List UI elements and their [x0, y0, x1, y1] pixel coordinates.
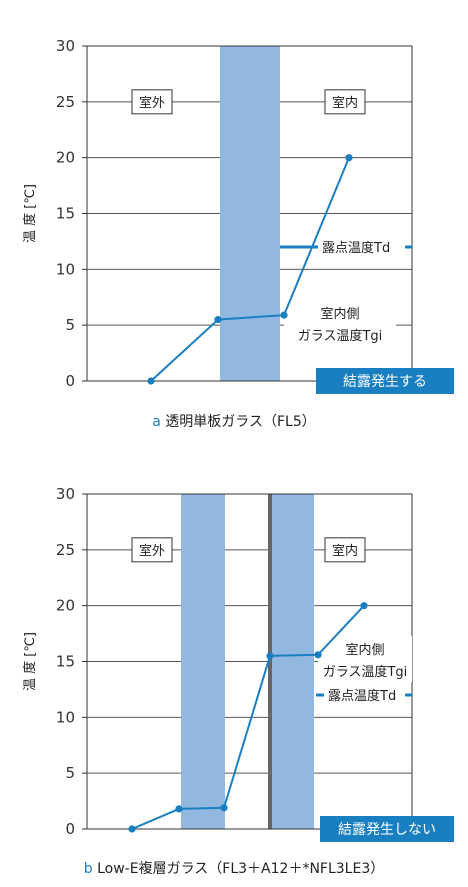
temperature-point: [360, 602, 368, 610]
temperature-point: [314, 651, 322, 659]
temperature-points: [128, 602, 368, 833]
temperature-point: [280, 311, 288, 319]
svg-text:室内側: 室内側: [345, 642, 384, 658]
result-badge: 結露発生する: [316, 368, 454, 394]
dew-point-marker: 露点温度Td: [316, 688, 412, 704]
caption-text: Low-E複層ガラス（FL3＋A12＋*NFL3LE3）: [93, 860, 385, 877]
y-tick-label: 10: [56, 260, 75, 278]
svg-text:室外: 室外: [139, 543, 165, 559]
caption-text: 透明単板ガラス（FL5）: [161, 414, 316, 430]
y-axis-label: 温 度 [℃]: [22, 632, 38, 691]
y-tick-label: 30: [56, 37, 75, 55]
svg-text:室外: 室外: [139, 95, 165, 111]
caption-letter: b: [84, 861, 93, 877]
y-tick-label: 15: [56, 653, 75, 671]
svg-text:結露発生しない: 結露発生しない: [338, 822, 436, 838]
svg-text:結露発生する: 結露発生する: [343, 374, 427, 390]
y-tick-label: 0: [65, 372, 75, 390]
temperature-point: [214, 315, 222, 324]
y-tick-label: 15: [56, 205, 75, 223]
surface-temp-label: 室内側 ガラス温度Tgi: [284, 300, 396, 346]
y-tick-labels: 0 5 10 15 20 25 30: [56, 485, 87, 838]
y-tick-label: 20: [56, 597, 75, 615]
temperature-points: [147, 154, 353, 385]
dew-point-marker: 露点温度Td: [280, 236, 412, 258]
low-e-coating-line: [268, 494, 272, 829]
glass-pane-inner: [272, 494, 314, 829]
y-tick-label: 5: [65, 764, 75, 782]
region-label-inside: 室内: [324, 537, 366, 563]
region-label-outside: 室外: [131, 89, 173, 115]
svg-text:露点温度Td: 露点温度Td: [328, 688, 396, 704]
temperature-point: [128, 825, 136, 833]
temperature-point: [147, 377, 155, 385]
svg-text:露点温度Td: 露点温度Td: [322, 240, 390, 256]
temperature-point: [220, 804, 228, 812]
temperature-point: [345, 154, 353, 162]
chart-a: 0 5 10 15 20 25 30 温 度 [℃] 室外 室内 露点温度Td 室内側 ガラ…: [22, 37, 454, 430]
result-badge: 結露発生しない: [320, 816, 454, 842]
region-label-inside: 室内: [324, 89, 366, 115]
y-tick-label: 5: [65, 316, 75, 334]
y-tick-label: 25: [56, 541, 75, 559]
svg-text:ガラス温度Tgi: ガラス温度Tgi: [323, 664, 408, 680]
temperature-line: [131, 604, 365, 830]
y-tick-label: 0: [65, 820, 75, 838]
temperature-point: [175, 805, 183, 813]
y-axis-label: 温 度 [℃]: [22, 184, 38, 243]
y-tick-label: 25: [56, 93, 75, 111]
y-tick-label: 20: [56, 149, 75, 167]
region-label-outside: 室外: [131, 537, 173, 563]
svg-text:室内: 室内: [332, 543, 358, 559]
caption-letter: a: [152, 414, 161, 430]
temperature-line: [150, 157, 350, 382]
chart-caption: a 透明単板ガラス（FL5）: [152, 414, 316, 430]
y-tick-labels: 0 5 10 15 20 25 30: [56, 37, 87, 390]
glass-pane: [220, 46, 280, 381]
surface-temp-label: 室内側 ガラス温度Tgi: [318, 636, 412, 682]
temperature-point: [266, 652, 274, 660]
svg-text:室内: 室内: [332, 95, 358, 111]
glass-pane-outer: [181, 494, 225, 829]
chart-caption: b Low-E複層ガラス（FL3＋A12＋*NFL3LE3）: [84, 860, 384, 877]
y-tick-label: 10: [56, 708, 75, 726]
y-tick-label: 30: [56, 485, 75, 503]
svg-text:ガラス温度Tgi: ガラス温度Tgi: [298, 328, 383, 344]
svg-text:室内側: 室内側: [320, 306, 359, 322]
